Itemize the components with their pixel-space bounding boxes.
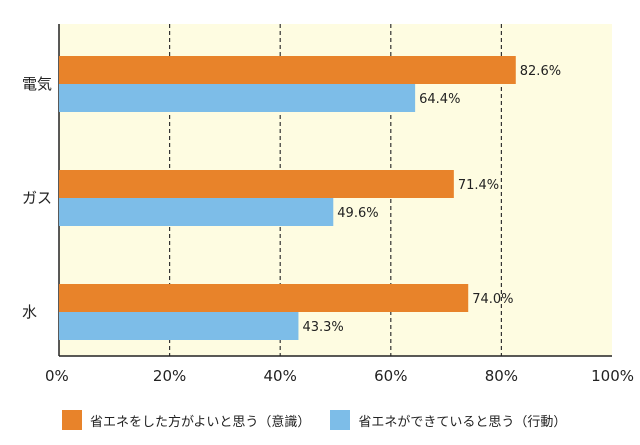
- data-label-action-0: 64.4%: [419, 92, 460, 107]
- x-tick-label-80: 80%: [485, 367, 518, 385]
- bar-action-2: [59, 312, 299, 340]
- data-label-awareness-2: 74.0%: [472, 292, 513, 307]
- legend-label-action: 省エネができていると思う（行動）: [358, 414, 567, 430]
- x-tick-label-40: 40%: [264, 367, 297, 385]
- bar-awareness-2: [59, 284, 469, 312]
- legend: 省エネをした方がよいと思う（意識） 省エネができていると思う（行動）: [62, 410, 586, 430]
- bar-awareness-0: [59, 56, 516, 84]
- legend-swatch-action: [330, 410, 351, 430]
- data-label-awareness-1: 71.4%: [458, 178, 499, 193]
- data-label-action-1: 49.6%: [337, 206, 378, 221]
- category-label-1: ガス: [22, 189, 52, 207]
- legend-item-action: 省エネができていると思う（行動）: [330, 410, 566, 430]
- legend-swatch-awareness: [62, 410, 82, 430]
- bar-action-0: [59, 84, 416, 112]
- x-tick-label-100: 100%: [591, 367, 634, 385]
- bar-action-1: [59, 198, 334, 226]
- x-tick-label-20: 20%: [153, 367, 186, 385]
- bar-awareness-1: [59, 170, 454, 198]
- data-label-action-2: 43.3%: [302, 320, 343, 335]
- x-tick-label-60: 60%: [374, 367, 407, 385]
- category-label-2: 水: [22, 303, 37, 321]
- category-label-0: 電気: [22, 75, 52, 93]
- data-label-awareness-0: 82.6%: [520, 64, 561, 79]
- legend-label-awareness: 省エネをした方がよいと思う（意識）: [90, 414, 311, 430]
- x-tick-label-0: 0%: [45, 367, 69, 385]
- legend-item-awareness: 省エネをした方がよいと思う（意識）: [62, 410, 310, 430]
- bar-chart: 82.6% 64.4% 電気 71.4% 49.6% ガス 74.0% 43.3% 水 0% 20%…: [22, 24, 634, 385]
